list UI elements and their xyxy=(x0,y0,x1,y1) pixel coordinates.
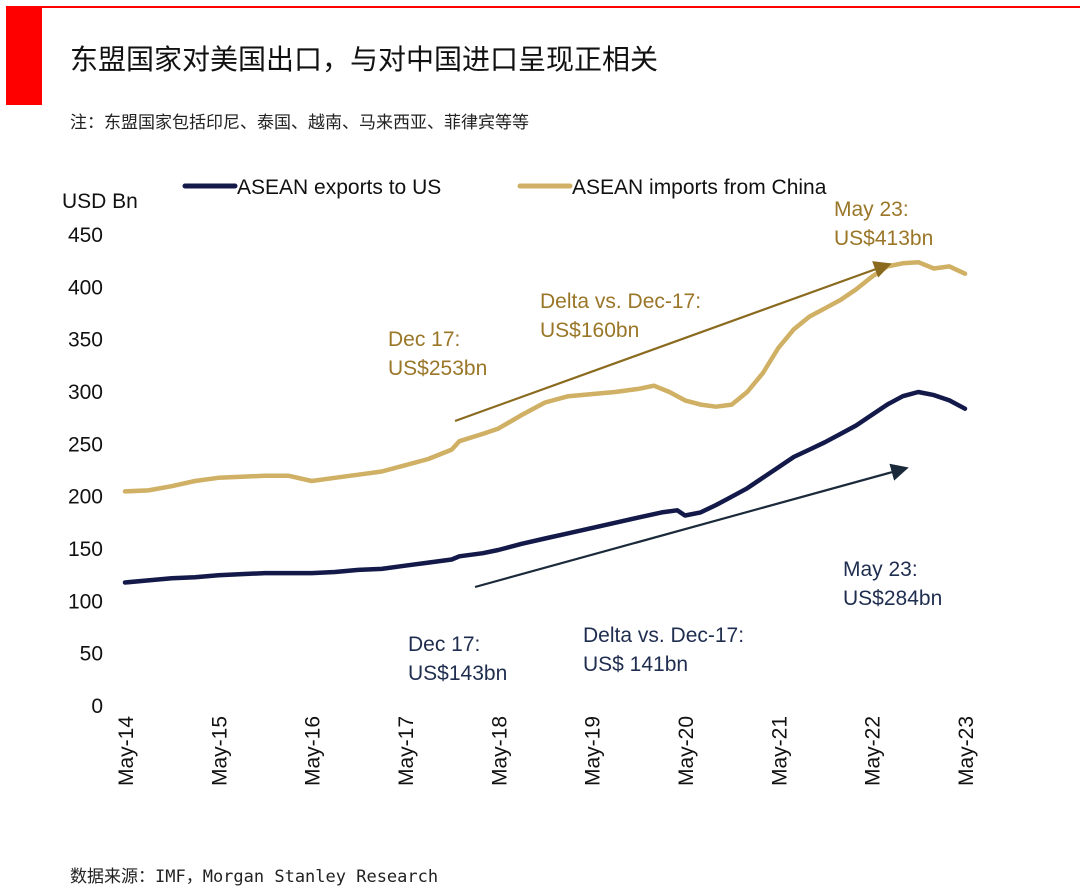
chart-axes: USD Bn 0 50 100 150 200 250 300 350 400 450 May-14 M… xyxy=(62,190,978,786)
annotation-exports-dec17: Dec 17: US$143bn xyxy=(408,633,507,685)
exports-trend-arrow xyxy=(474,463,909,589)
page-title: 东盟国家对美国出口，与对中国进口呈现正相关 xyxy=(70,43,659,76)
annotation-imports-delta: Delta vs. Dec-17: US$160bn xyxy=(540,290,701,342)
x-tick-label: May-18 xyxy=(488,716,511,786)
y-tick-label: 300 xyxy=(68,381,103,404)
y-tick-label: 350 xyxy=(68,329,103,352)
annotation-exports-may23: May 23: US$284bn xyxy=(843,558,942,610)
x-tick-label: May-20 xyxy=(675,716,698,786)
annotation-imports-dec17: Dec 17: US$253bn xyxy=(388,328,487,380)
accent-bar xyxy=(6,6,42,105)
y-tick-label: 100 xyxy=(68,590,103,613)
chart-series xyxy=(122,259,968,585)
x-tick-label: May-22 xyxy=(862,716,885,786)
y-axis-label: USD Bn xyxy=(62,190,138,213)
y-tick-label: 150 xyxy=(68,538,103,561)
x-tick-label: May-14 xyxy=(115,716,138,786)
annotation-exports-delta: Delta vs. Dec-17: US$ 141bn xyxy=(583,624,744,676)
imports-trend-arrow xyxy=(454,261,892,423)
legend-item-exports-label: ASEAN exports to US xyxy=(237,176,441,199)
y-tick-label: 200 xyxy=(68,486,103,509)
annotation-imports-may23: May 23: US$413bn xyxy=(834,198,933,250)
data-source: 数据来源：IMF，Morgan Stanley Research xyxy=(70,867,439,887)
x-tick-label: May-21 xyxy=(768,716,791,786)
series-line-exports xyxy=(122,389,968,585)
page-note: 注：东盟国家包括印尼、泰国、越南、马来西亚、菲律宾等等 xyxy=(70,113,529,133)
y-tick-label: 400 xyxy=(68,276,103,299)
accent-rule xyxy=(42,6,1080,8)
y-tick-label: 450 xyxy=(68,224,103,247)
x-tick-label: May-16 xyxy=(302,716,325,786)
legend-item-imports-label: ASEAN imports from China xyxy=(572,176,827,199)
x-tick-label: May-23 xyxy=(955,716,978,786)
x-tick-label: May-17 xyxy=(395,716,418,786)
y-tick-label: 0 xyxy=(91,695,103,718)
y-tick-label: 250 xyxy=(68,433,103,456)
chart-annotations: Dec 17: US$253bn Delta vs. Dec-17: US$160bn… xyxy=(388,198,942,685)
x-tick-label: May-19 xyxy=(582,716,605,786)
chart-legend: ASEAN exports to US ASEAN imports from Ch… xyxy=(182,176,827,199)
series-line-imports xyxy=(122,259,968,494)
y-tick-label: 50 xyxy=(80,643,103,666)
x-tick-label: May-15 xyxy=(208,716,231,786)
